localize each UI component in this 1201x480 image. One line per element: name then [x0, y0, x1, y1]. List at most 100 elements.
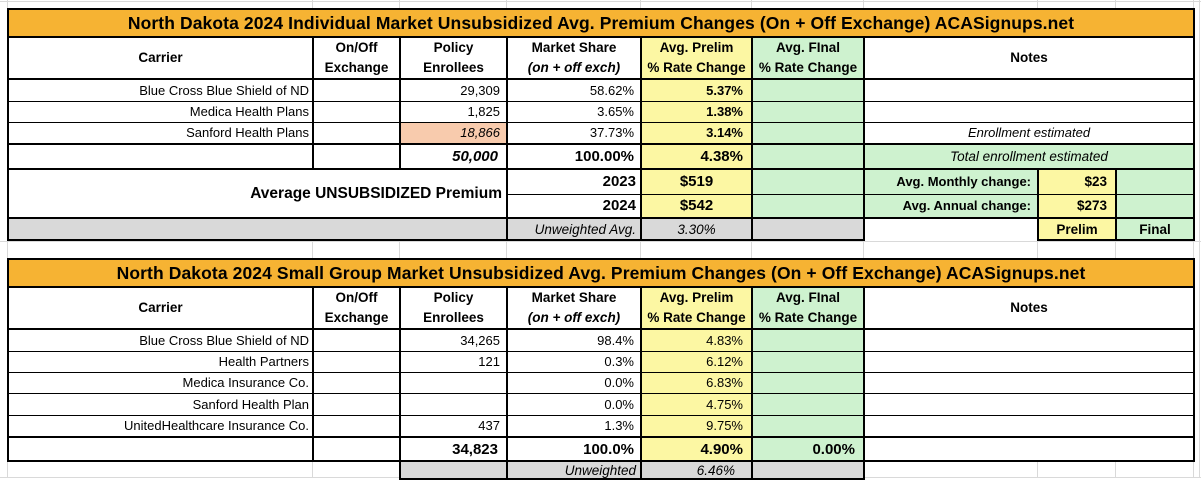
sheet-gridline [1199, 0, 1200, 478]
total-share-cell: 100.0% [506, 436, 642, 462]
notes-cell [862, 414, 1196, 438]
prelim-rate-cell: 6.12% [640, 350, 753, 373]
column-header-market-share: Market Share (on + off exch) [506, 286, 642, 330]
notes-cell [862, 328, 1196, 352]
change-final-cell [1114, 168, 1196, 195]
change-value-cell: $23 [1037, 168, 1117, 195]
enrollees-cell: 34,265 [399, 328, 508, 352]
table-title-row: North Dakota 2024 Individual Market Unsu… [6, 8, 1196, 38]
margin-cell [864, 218, 1038, 240]
total-share-cell: 100.00% [506, 143, 642, 170]
total-enrollees-cell: 34,823 [399, 436, 508, 462]
onoff-exchange-cell [312, 350, 401, 373]
carrier-cell: Medica Health Plans [7, 100, 314, 123]
enrollees-cell: 29,309 [399, 78, 508, 102]
notes-cell [862, 100, 1196, 123]
sheet-gridline [0, 241, 1201, 242]
onoff-exchange-cell [312, 371, 401, 394]
final-rate-cell [751, 193, 865, 219]
enrollees-cell [399, 392, 508, 416]
legend-final: Final [1114, 217, 1196, 241]
market-share-cell: 0.3% [506, 350, 642, 373]
final-rate-cell [751, 350, 865, 373]
carrier-row: Medica Health Plans 1,825 3.65% 1.38% [7, 100, 1196, 123]
table-title: North Dakota 2024 Small Group Market Uns… [6, 258, 1196, 288]
carrier-cell: Medica Insurance Co. [7, 371, 314, 394]
unweighted-value-cell: 3.30% [640, 217, 753, 241]
carrier-row: Medica Insurance Co. 0.0% 6.83% [7, 371, 1196, 394]
onoff-exchange-cell [312, 78, 401, 102]
unweighted-row: Unweighted 6.46% [8, 460, 1194, 480]
change-value-cell: $273 [1037, 193, 1117, 219]
column-header-carrier: Carrier [7, 36, 314, 80]
market-share-cell: 1.3% [506, 414, 642, 438]
carrier-row: Blue Cross Blue Shield of ND 29,309 58.6… [7, 78, 1196, 102]
total-notes-cell: Total enrollment estimated [862, 143, 1196, 170]
carrier-row: Blue Cross Blue Shield of ND 34,265 98.4… [7, 328, 1196, 352]
prelim-rate-cell: 5.37% [640, 78, 753, 102]
unweighted-value-cell: 6.46% [640, 460, 753, 480]
market-share-cell: 98.4% [506, 328, 642, 352]
market-share-cell: 3.65% [506, 100, 642, 123]
total-enrollees-cell: 50,000 [399, 143, 508, 170]
final-rate-cell [751, 168, 865, 195]
onoff-exchange-cell [312, 121, 401, 145]
carrier-row: Sanford Health Plans 18,866 37.73% 3.14%… [7, 121, 1196, 145]
prelim-rate-cell: 4.83% [640, 328, 753, 352]
change-final-cell [1114, 193, 1196, 219]
premium-amount-cell: $519 [640, 168, 753, 195]
column-header-final: Avg. FInal % Rate Change [751, 36, 865, 80]
carrier-cell: Health Partners [7, 350, 314, 373]
market-share-cell: 58.62% [506, 78, 642, 102]
table-title: North Dakota 2024 Individual Market Unsu… [6, 8, 1196, 38]
carrier-cell: Blue Cross Blue Shield of ND [7, 78, 314, 102]
year-cell: 2023 [506, 168, 642, 195]
carrier-cell [7, 143, 314, 170]
total-final-cell: 0.00% [751, 436, 865, 462]
enrollees-cell: 1,825 [399, 100, 508, 123]
total-row: 34,823 100.0% 4.90% 0.00% [7, 436, 1196, 462]
unweighted-label-cell: Unweighted [506, 460, 642, 480]
final-rate-cell [751, 414, 865, 438]
prelim-rate-cell: 3.14% [640, 121, 753, 145]
unweighted-final-cell [751, 460, 865, 480]
enrollees-cell: 121 [399, 350, 508, 373]
total-prelim-cell: 4.90% [640, 436, 753, 462]
premium-label-cell: Average UNSUBSIDIZED Premium [7, 168, 508, 219]
column-header-enrollees: Policy Enrollees [399, 286, 508, 330]
carrier-cell: Sanford Health Plan [7, 392, 314, 416]
carrier-row: UnitedHealthcare Insurance Co. 437 1.3% … [7, 414, 1196, 438]
small-group-market-table: North Dakota 2024 Small Group Market Uns… [6, 258, 1196, 480]
onoff-exchange-cell [312, 100, 401, 123]
market-share-cell: 37.73% [506, 121, 642, 145]
carrier-cell: Blue Cross Blue Shield of ND [7, 328, 314, 352]
unweighted-filler-cell [7, 217, 508, 241]
column-header-notes: Notes [862, 36, 1196, 80]
total-prelim-cell: 4.38% [640, 143, 753, 170]
column-header-enrollees: Policy Enrollees [399, 36, 508, 80]
final-rate-cell [751, 371, 865, 394]
table-title-row: North Dakota 2024 Small Group Market Uns… [6, 258, 1196, 288]
unweighted-label-cell: Unweighted Avg. [506, 217, 642, 241]
onoff-exchange-cell [312, 328, 401, 352]
column-header-carrier: Carrier [7, 286, 314, 330]
change-label-cell: Avg. Monthly change: [863, 168, 1039, 195]
carrier-cell: UnitedHealthcare Insurance Co. [7, 414, 314, 438]
carrier-row: Sanford Health Plan 0.0% 4.75% [7, 392, 1196, 416]
year-cell: 2024 [506, 193, 642, 219]
total-row: 50,000 100.00% 4.38% Total enrollment es… [7, 143, 1196, 170]
premium-year-row: 2024 $542 Avg. Annual change: $273 [8, 193, 1196, 219]
final-rate-cell [751, 392, 865, 416]
column-header-exchange: On/Off Exchange [312, 36, 401, 80]
enrollees-cell [399, 371, 508, 394]
column-header-row: Carrier On/Off Exchange Policy Enrollees… [7, 286, 1196, 330]
onoff-exchange-cell [312, 392, 401, 416]
prelim-rate-cell: 1.38% [640, 100, 753, 123]
market-share-cell: 0.0% [506, 392, 642, 416]
final-rate-cell [751, 328, 865, 352]
unweighted-row: Unweighted Avg. 3.30% Prelim Final [7, 217, 1196, 241]
enrollees-cell: 437 [399, 414, 508, 438]
total-notes-cell [862, 436, 1196, 462]
column-header-prelim: Avg. Prelim % Rate Change [640, 286, 753, 330]
prelim-rate-cell: 9.75% [640, 414, 753, 438]
